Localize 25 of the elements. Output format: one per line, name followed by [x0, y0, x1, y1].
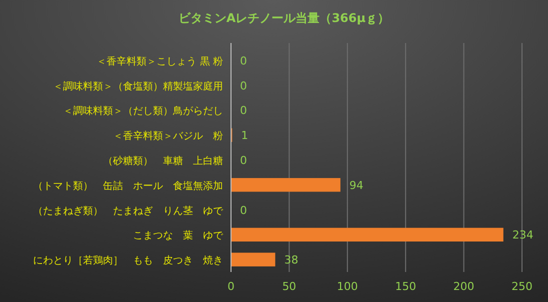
y-tick-label: にわとり［若鶏肉］ もも 皮つき 焼き	[33, 254, 223, 267]
y-tick-label: ＜香辛料類＞こしょう 黒 粉	[96, 55, 223, 68]
data-label: 0	[240, 104, 247, 118]
data-label: 38	[284, 254, 298, 267]
x-tick-label: 0	[228, 280, 234, 293]
y-tick-label: こまつな 葉 ゆで	[133, 230, 224, 242]
y-tick-label: ＜調味料類＞（だし類）鳥がらだし	[63, 105, 223, 118]
x-tick-label: 250	[512, 280, 532, 293]
data-label: 0	[240, 204, 247, 217]
y-tick-label: ＜調味料類＞（食塩類）精製塩家庭用	[53, 80, 223, 92]
x-tick-label: 200	[453, 280, 474, 293]
y-tick-label: （たまねぎ類） たまねぎ りん茎 ゆで	[33, 204, 224, 217]
y-tick-label: （トマト類） 缶詰 ホール 食塩無添加	[33, 180, 223, 192]
x-tick-label: 150	[395, 280, 416, 293]
data-label: 234	[512, 228, 534, 242]
x-tick-label: 50	[282, 280, 296, 293]
data-label: 94	[349, 178, 364, 192]
data-label: 1	[241, 129, 248, 142]
data-label: 0	[240, 54, 247, 68]
chart-title: ビタミンAレチノール当量（366μｇ）	[178, 11, 390, 25]
data-label: 0	[240, 79, 247, 92]
data-label: 0	[240, 154, 247, 167]
y-tick-label: （砂糖類） 車糖 上白糖	[103, 155, 223, 167]
x-tick-label: 100	[336, 280, 358, 293]
y-tick-label: ＜香辛料類＞バジル 粉	[113, 130, 223, 142]
